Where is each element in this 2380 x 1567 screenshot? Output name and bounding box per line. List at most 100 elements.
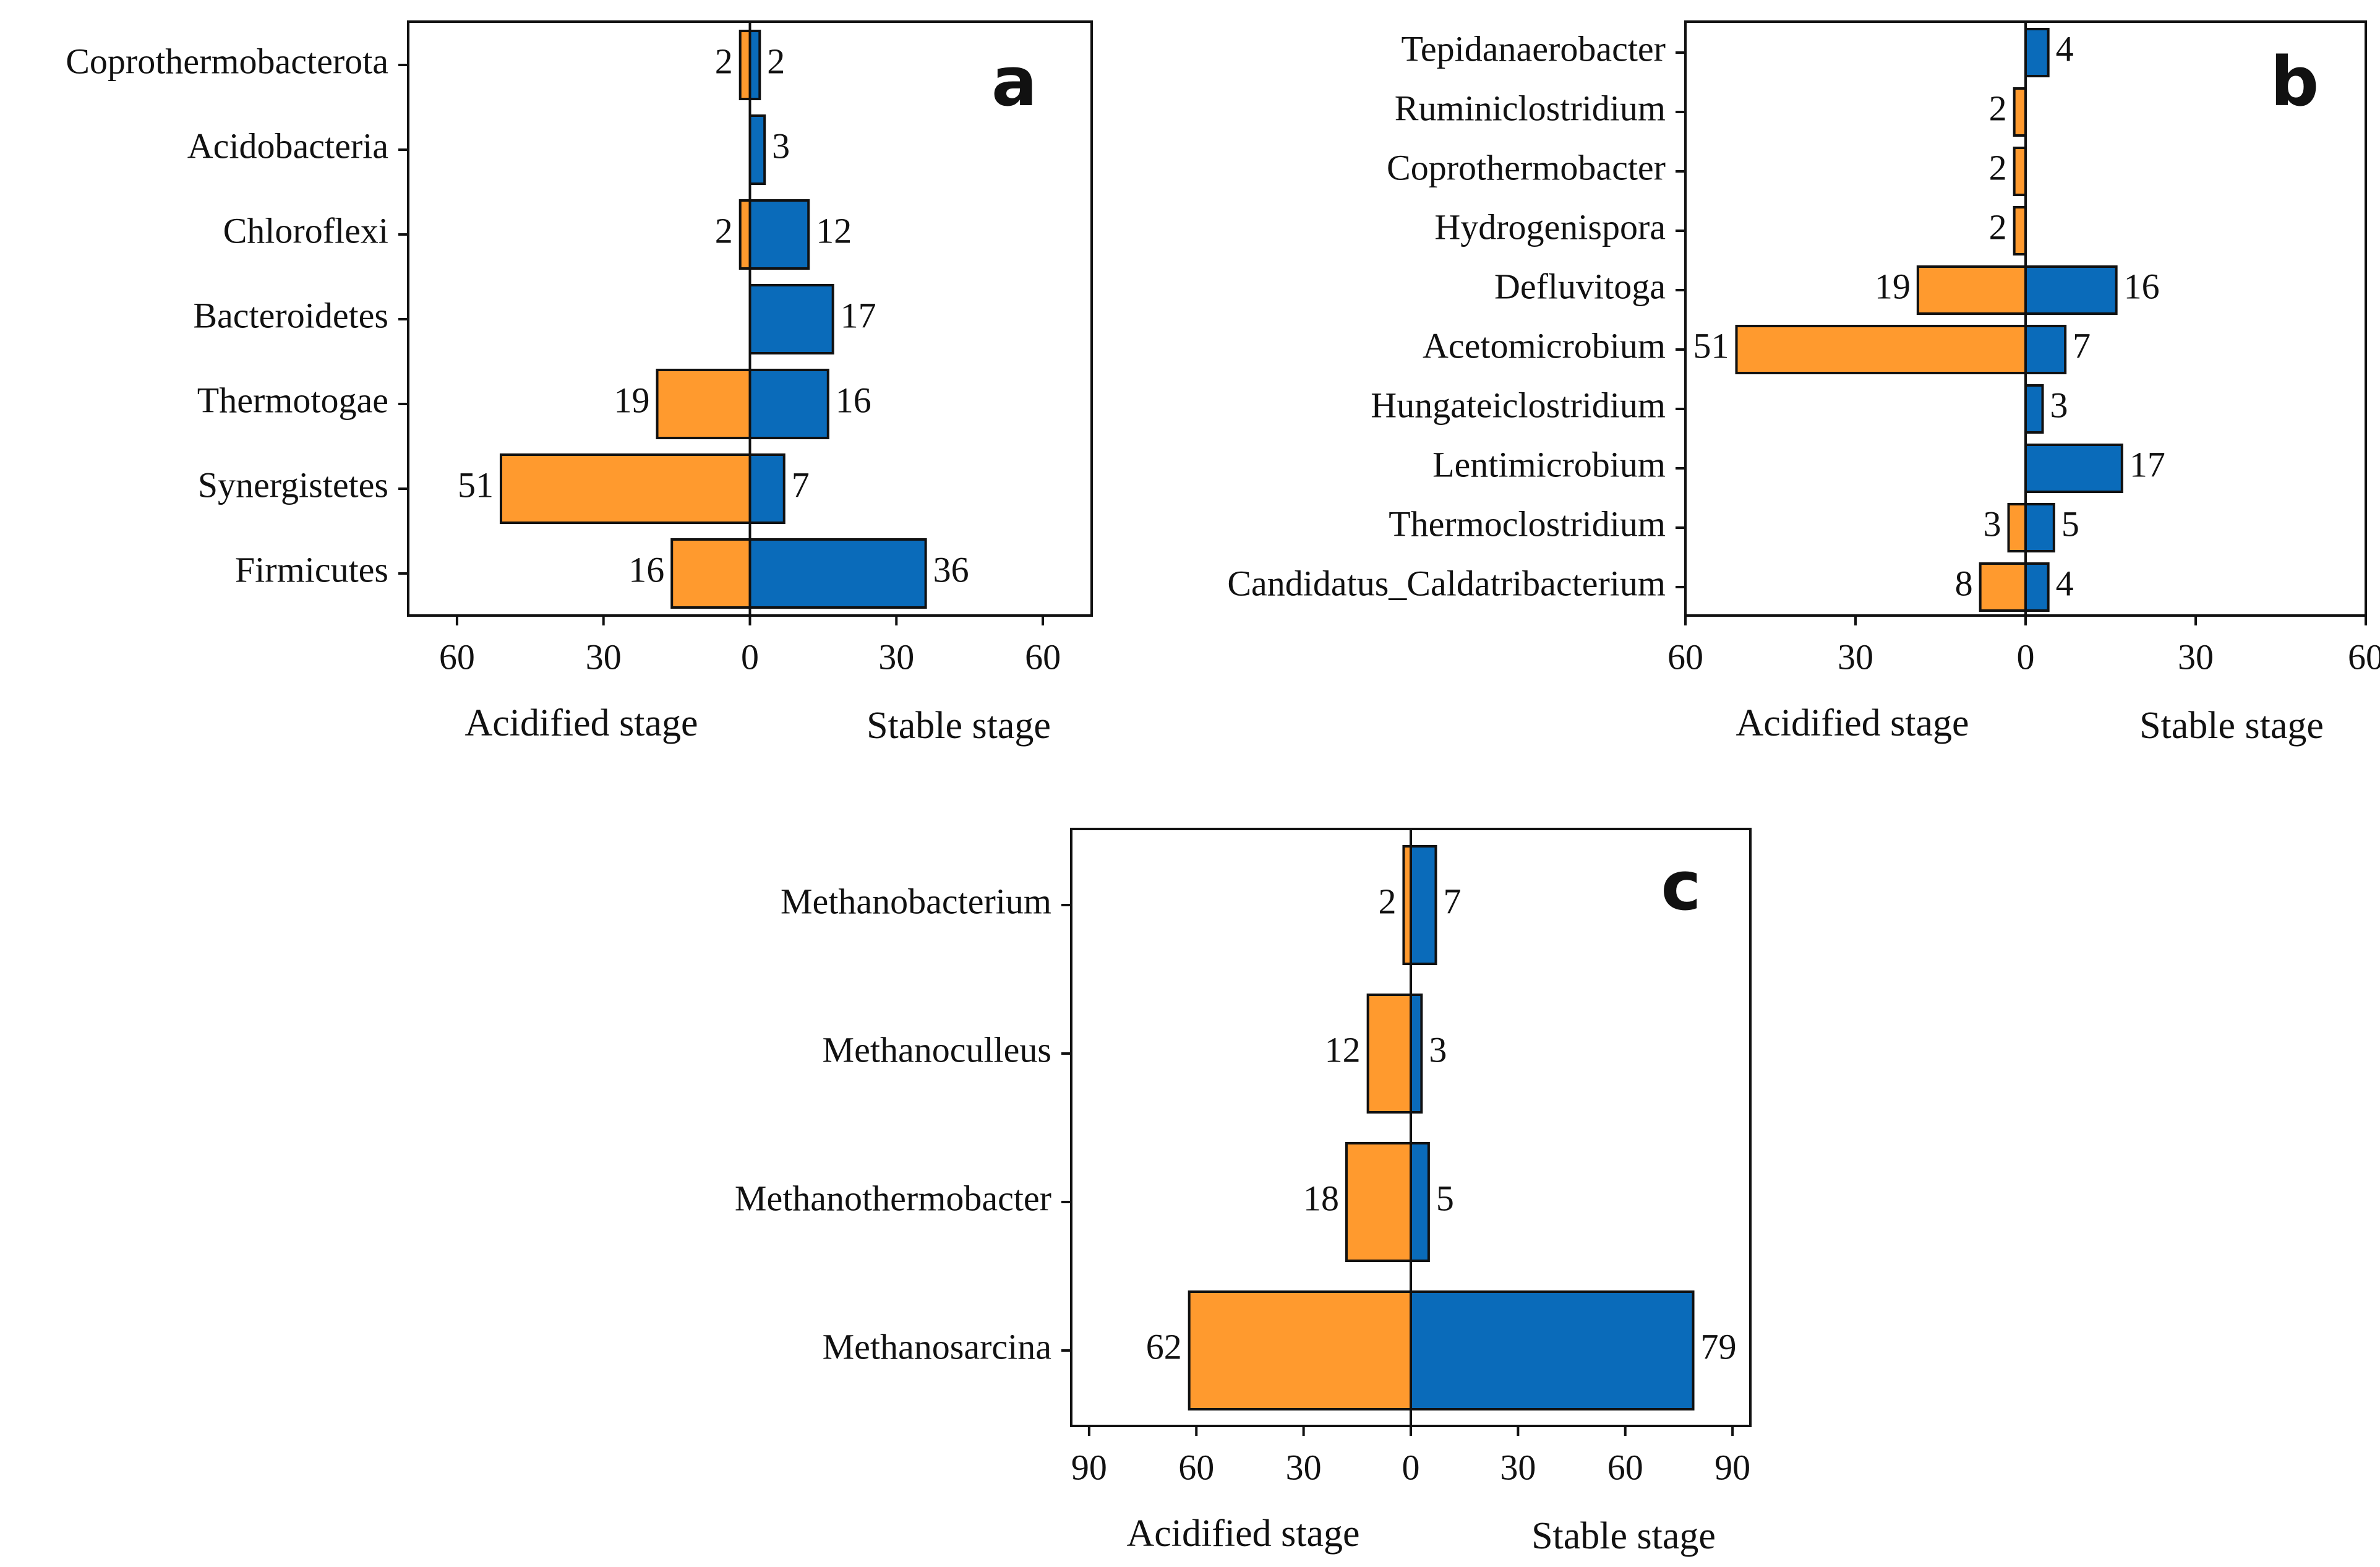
- category-label: Chloroflexi: [223, 210, 388, 251]
- stable-bar: [1410, 1142, 1430, 1262]
- acidified-bar: [1979, 562, 2027, 612]
- stable-stage-label: Stable stage: [867, 705, 1051, 747]
- stable-bar: [748, 369, 829, 439]
- x-tick-label: 30: [2178, 637, 2214, 677]
- stable-bar: [748, 538, 927, 609]
- stable-value-label: 5: [1436, 1178, 1454, 1218]
- category-label: Candidatus_Caldatribacterium: [1227, 563, 1666, 603]
- stable-value-label: 7: [792, 465, 810, 505]
- acidified-bar: [2013, 206, 2027, 255]
- acidified-bar: [2007, 503, 2027, 552]
- stable-value-label: 17: [841, 295, 876, 335]
- stable-stage-label: Stable stage: [2139, 705, 2324, 747]
- category-label: Firmicutes: [235, 549, 388, 590]
- x-tick-label: 60: [1178, 1447, 1214, 1487]
- stable-value-label: 3: [2050, 385, 2068, 425]
- acidified-bar: [2013, 147, 2027, 196]
- acidified-value-label: 2: [1989, 88, 2007, 128]
- acidified-bar: [1735, 325, 2027, 374]
- x-tick-label: 60: [1025, 637, 1061, 677]
- acidified-bar: [499, 453, 751, 524]
- stable-bar: [1410, 845, 1437, 965]
- acidified-bar: [738, 199, 751, 270]
- acidified-bar: [1188, 1290, 1413, 1410]
- category-label: Thermoclostridium: [1389, 504, 1666, 544]
- x-tick-label: 60: [1667, 637, 1703, 677]
- stable-bar: [2024, 325, 2067, 374]
- x-tick-label: 30: [1838, 637, 1873, 677]
- stable-value-label: 7: [2073, 325, 2091, 366]
- stable-bar: [2024, 562, 2050, 612]
- stable-value-label: 5: [2061, 504, 2079, 544]
- acidified-value-label: 3: [1984, 504, 2001, 544]
- stable-value-label: 36: [933, 549, 969, 590]
- stable-bar: [748, 453, 785, 524]
- stable-value-label: 3: [1429, 1029, 1447, 1070]
- x-tick-label: 30: [878, 637, 914, 677]
- acidified-stage-label: Acidified stage: [1736, 702, 1969, 744]
- acidified-bar: [656, 369, 751, 439]
- acidified-value-label: 16: [628, 549, 664, 590]
- acidified-bar: [2013, 87, 2027, 137]
- category-label: Acetomicrobium: [1423, 325, 1666, 366]
- stable-bar: [2024, 503, 2055, 552]
- x-tick-label: 60: [2348, 637, 2380, 677]
- category-label: Lentimicrobium: [1432, 444, 1666, 484]
- x-tick-label: 60: [1607, 1447, 1643, 1487]
- x-tick-label: 30: [586, 637, 622, 677]
- stable-value-label: 4: [2056, 563, 2074, 603]
- stable-bar: [748, 114, 766, 185]
- x-tick-label: 0: [2017, 637, 2035, 677]
- category-label: Defluvitoga: [1494, 266, 1666, 306]
- acidified-stage-label: Acidified stage: [464, 702, 698, 744]
- stable-bar: [2024, 384, 2044, 434]
- stable-bar: [748, 284, 834, 354]
- stable-bar: [2024, 28, 2050, 77]
- acidified-value-label: 19: [614, 380, 650, 420]
- stable-bar: [748, 30, 761, 100]
- category-label: Methanobacterium: [781, 881, 1051, 921]
- category-label: Acidobacteria: [187, 126, 388, 166]
- category-label: Bacteroidetes: [193, 295, 388, 335]
- stable-value-label: 7: [1443, 881, 1461, 921]
- stable-bar: [748, 199, 810, 270]
- category-label: Ruminiclostridium: [1395, 88, 1666, 128]
- x-tick-label: 0: [1402, 1447, 1420, 1487]
- panel-letter: a: [991, 42, 1037, 121]
- acidified-bar: [738, 30, 751, 100]
- acidified-value-label: 51: [1693, 325, 1729, 366]
- category-label: Synergistetes: [198, 465, 388, 505]
- acidified-value-label: 12: [1325, 1029, 1361, 1070]
- x-tick-label: 30: [1500, 1447, 1536, 1487]
- acidified-bar: [1366, 994, 1412, 1114]
- category-label: Tepidanaerobacter: [1402, 28, 1666, 69]
- acidified-value-label: 2: [715, 210, 733, 251]
- stable-bar: [2024, 265, 2118, 315]
- stable-value-label: 3: [772, 126, 790, 166]
- stable-value-label: 16: [836, 380, 871, 420]
- stable-value-label: 79: [1701, 1326, 1737, 1367]
- stable-value-label: 17: [2130, 444, 2165, 484]
- x-tick-label: 30: [1286, 1447, 1322, 1487]
- acidified-stage-label: Acidified stage: [1126, 1513, 1359, 1555]
- stable-stage-label: Stable stage: [1531, 1515, 1716, 1557]
- stable-value-label: 2: [767, 41, 785, 81]
- panel-letter: c: [1661, 846, 1701, 925]
- category-label: Coprothermobacter: [1387, 147, 1666, 187]
- acidified-value-label: 2: [1378, 881, 1396, 921]
- acidified-value-label: 62: [1146, 1326, 1182, 1367]
- category-label: Methanothermobacter: [735, 1178, 1051, 1218]
- acidified-value-label: 51: [458, 465, 494, 505]
- acidified-bar: [670, 538, 751, 609]
- acidified-bar: [1916, 265, 2027, 315]
- x-tick-label: 0: [741, 637, 759, 677]
- acidified-value-label: 2: [715, 41, 733, 81]
- acidified-value-label: 18: [1303, 1178, 1339, 1218]
- category-label: Hungateiclostridium: [1371, 385, 1666, 425]
- stable-value-label: 16: [2124, 266, 2160, 306]
- acidified-value-label: 8: [1955, 563, 1973, 603]
- x-tick-label: 60: [439, 637, 475, 677]
- category-label: Methanosarcina: [823, 1326, 1051, 1367]
- panel-letter: b: [2271, 42, 2319, 121]
- acidified-value-label: 2: [1989, 207, 2007, 247]
